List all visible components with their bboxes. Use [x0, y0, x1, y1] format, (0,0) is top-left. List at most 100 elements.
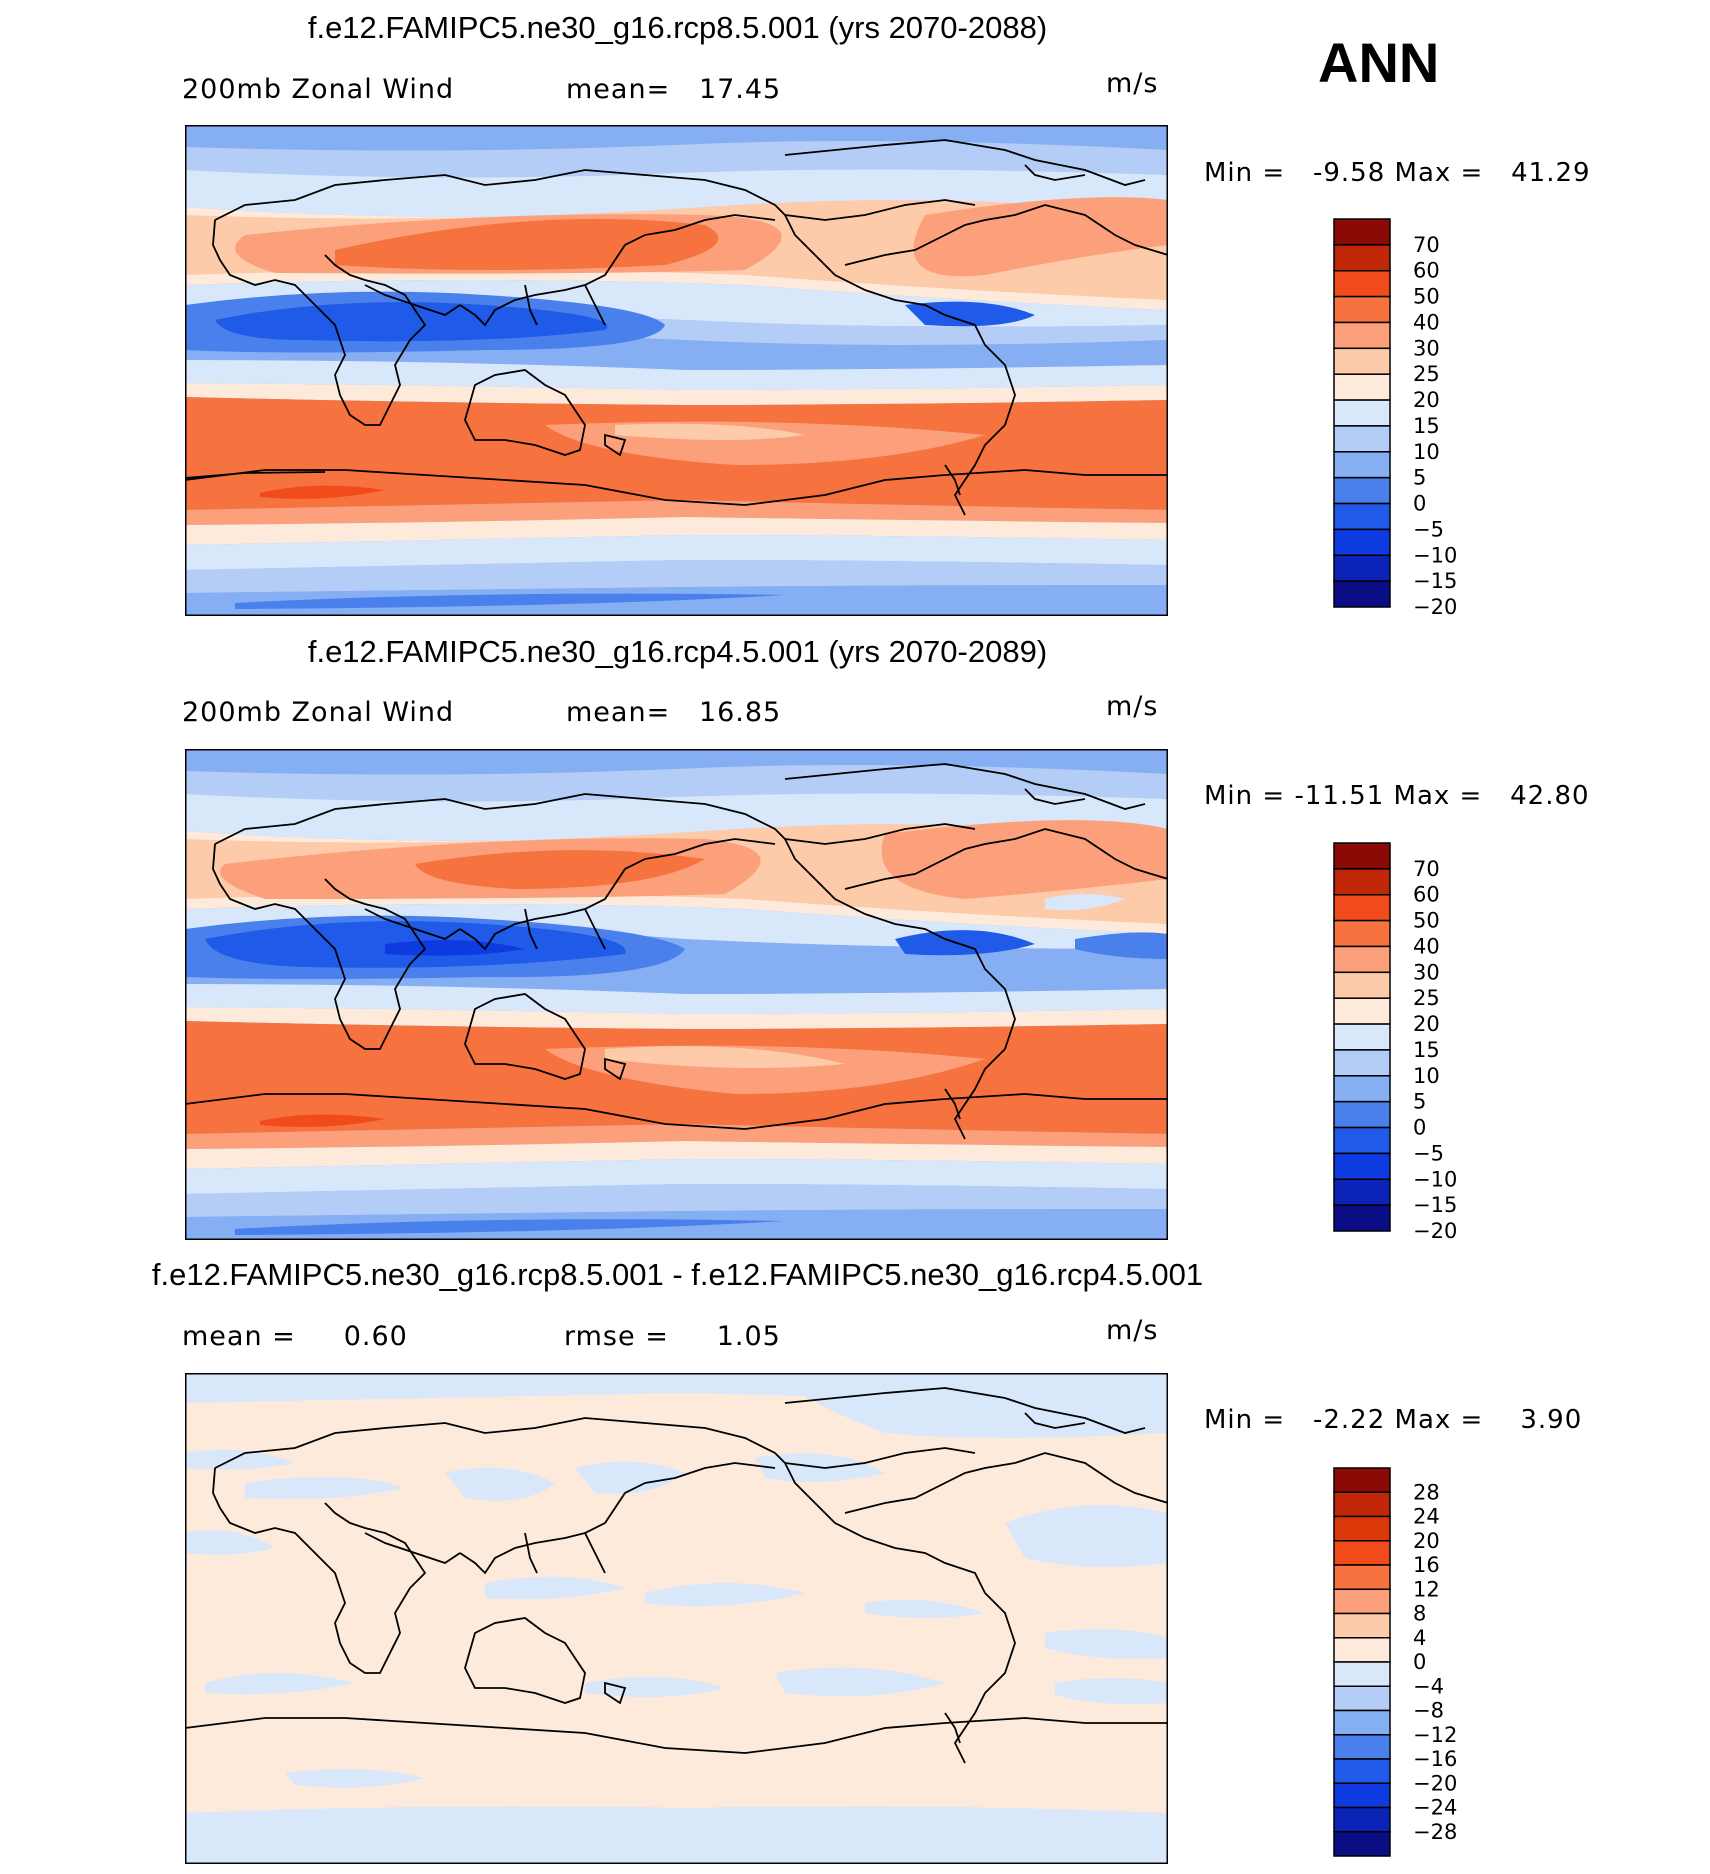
colorbar-tick-label: 0: [1413, 1116, 1426, 1140]
colorbar-tick-label: 15: [1413, 1038, 1440, 1062]
colorbar-swatch: [1333, 218, 1391, 246]
panel-1-min-max: Min = -9.58 Max = 41.29: [1204, 158, 1591, 188]
colorbar-tick-label: 12: [1413, 1577, 1440, 1601]
panel-3-map-frame: [185, 1373, 1168, 1864]
colorbar-swatch: [1333, 295, 1391, 324]
colorbar-tick-label: 4: [1413, 1626, 1426, 1650]
panel-2-min-max: Min = -11.51 Max = 42.80: [1204, 781, 1590, 811]
season-label: ANN: [1318, 31, 1440, 94]
colorbar-tick-label: 20: [1413, 1012, 1440, 1036]
panel-1-variable-label: 200mb Zonal Wind: [182, 74, 455, 105]
colorbar-tick-label: −5: [1413, 1141, 1444, 1165]
colorbar-tick-label: −5: [1413, 517, 1444, 541]
colorbar-tick-label: −15: [1413, 1193, 1457, 1217]
colorbar-swatch: [1333, 1831, 1391, 1857]
colorbar-tick-label: 10: [1413, 440, 1440, 464]
colorbar-tick-label: 5: [1413, 1090, 1426, 1114]
panel-1-units-label: m/s: [1106, 68, 1159, 99]
colorbar-swatch: [1333, 1709, 1391, 1736]
colorbar-tick-label: −20: [1413, 595, 1457, 619]
panel-1-mean-label: mean= 17.45: [566, 74, 782, 105]
colorbar-tick-label: 25: [1413, 986, 1440, 1010]
panel-2-units-label: m/s: [1106, 691, 1159, 722]
colorbar-tick-label: 10: [1413, 1064, 1440, 1088]
colorbar-tick-label: 60: [1413, 259, 1440, 283]
panel-3-mean-label: mean = 0.60: [182, 1321, 408, 1352]
colorbar-swatch: [1333, 425, 1391, 453]
colorbar-swatch: [1333, 554, 1391, 582]
colorbar-tick-label: 30: [1413, 336, 1440, 360]
colorbar-tick-label: −15: [1413, 569, 1457, 593]
colorbar-tick-label: 70: [1413, 857, 1440, 881]
colorbar-swatch: [1333, 971, 1391, 999]
colorbar-tick-label: 0: [1413, 1650, 1426, 1674]
colorbar-swatch: [1333, 1564, 1391, 1590]
panel-1-title: f.e12.FAMIPC5.ne30_g16.rcp8.5.001 (yrs 2…: [307, 10, 1048, 45]
colorbar-swatch: [1333, 842, 1391, 870]
colorbar-tick-label: −10: [1413, 1167, 1457, 1191]
colorbar-swatch: [1333, 919, 1391, 948]
colorbar-swatch: [1333, 451, 1391, 479]
colorbar-tick-label: 16: [1413, 1553, 1440, 1577]
colorbar-swatch: [1333, 868, 1391, 896]
colorbar-swatch: [1333, 1204, 1391, 1232]
colorbar-tick-label: 24: [1413, 1505, 1440, 1529]
colorbar-tick-label: −20: [1413, 1771, 1457, 1795]
colorbar-tick-label: 0: [1413, 492, 1426, 516]
colorbar-swatch: [1333, 1782, 1391, 1809]
colorbar-swatch: [1333, 1100, 1391, 1129]
colorbar-tick-label: 15: [1413, 414, 1440, 438]
colorbar-tick-label: −16: [1413, 1747, 1457, 1771]
panel-3-coastlines: [185, 1387, 1168, 1764]
panel-2-variable-label: 200mb Zonal Wind: [182, 697, 455, 728]
colorbar-swatch: [1333, 1515, 1391, 1542]
colorbar-swatch: [1333, 1023, 1391, 1051]
colorbar-tick-label: 20: [1413, 1529, 1440, 1553]
colorbar-tick-label: 20: [1413, 388, 1440, 412]
colorbar-tick-label: −8: [1413, 1699, 1444, 1723]
colorbar-swatch: [1333, 1152, 1391, 1181]
colorbar-tick-label: −12: [1413, 1723, 1457, 1747]
colorbar-swatch: [1333, 347, 1391, 375]
colorbar-swatch: [1333, 244, 1391, 272]
panel-1-coastlines: [185, 139, 1168, 516]
colorbar-swatch: [1333, 945, 1391, 974]
colorbar-tick-label: 28: [1413, 1480, 1440, 1504]
colorbar-tick-label: 30: [1413, 960, 1440, 984]
colorbar-swatch: [1333, 1612, 1391, 1639]
panel-3-contour-fill: [185, 1373, 1168, 1864]
colorbar-swatch: [1333, 1734, 1391, 1760]
panel-3-rmse-label: rmse = 1.05: [564, 1321, 781, 1352]
colorbar-tick-label: 70: [1413, 233, 1440, 257]
colorbar-tick-label: −10: [1413, 543, 1457, 567]
colorbar-tick-label: −24: [1413, 1796, 1457, 1820]
panel-1-contour-fill: [185, 125, 1168, 616]
panel-1-map-frame: [185, 125, 1168, 616]
colorbar-tick-label: 8: [1413, 1602, 1426, 1626]
colorbar-swatch: [1333, 502, 1391, 531]
colorbar-swatch: [1333, 997, 1391, 1025]
colorbar-tick-label: 25: [1413, 362, 1440, 386]
colorbar-swatch: [1333, 1637, 1391, 1663]
panel-2-title: f.e12.FAMIPC5.ne30_g16.rcp4.5.001 (yrs 2…: [307, 634, 1048, 669]
colorbar-swatch: [1333, 1075, 1391, 1103]
colorbar-swatch: [1333, 476, 1391, 505]
colorbar-swatch: [1333, 580, 1391, 608]
colorbar-tick-label: −20: [1413, 1219, 1457, 1243]
colorbar-swatch: [1333, 1758, 1391, 1784]
colorbar-swatch: [1333, 1661, 1391, 1687]
colorbar-tick-label: −4: [1413, 1674, 1444, 1698]
colorbar-swatch: [1333, 1467, 1391, 1493]
colorbar-swatch: [1333, 269, 1391, 298]
colorbar-swatch: [1333, 1540, 1391, 1566]
panel-1-map: [185, 125, 1168, 616]
colorbar-swatch: [1333, 399, 1391, 427]
colorbar-swatch: [1333, 893, 1391, 922]
panel-2-mean-label: mean= 16.85: [566, 697, 782, 728]
colorbar-tick-label: 50: [1413, 909, 1440, 933]
colorbar-swatch: [1333, 1491, 1391, 1518]
panel-3-min-max: Min = -2.22 Max = 3.90: [1204, 1405, 1583, 1435]
colorbar-swatch: [1333, 1685, 1391, 1712]
